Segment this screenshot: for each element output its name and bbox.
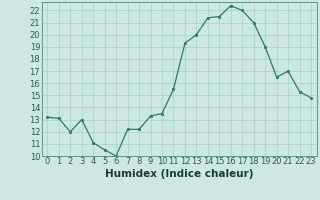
- X-axis label: Humidex (Indice chaleur): Humidex (Indice chaleur): [105, 169, 253, 179]
